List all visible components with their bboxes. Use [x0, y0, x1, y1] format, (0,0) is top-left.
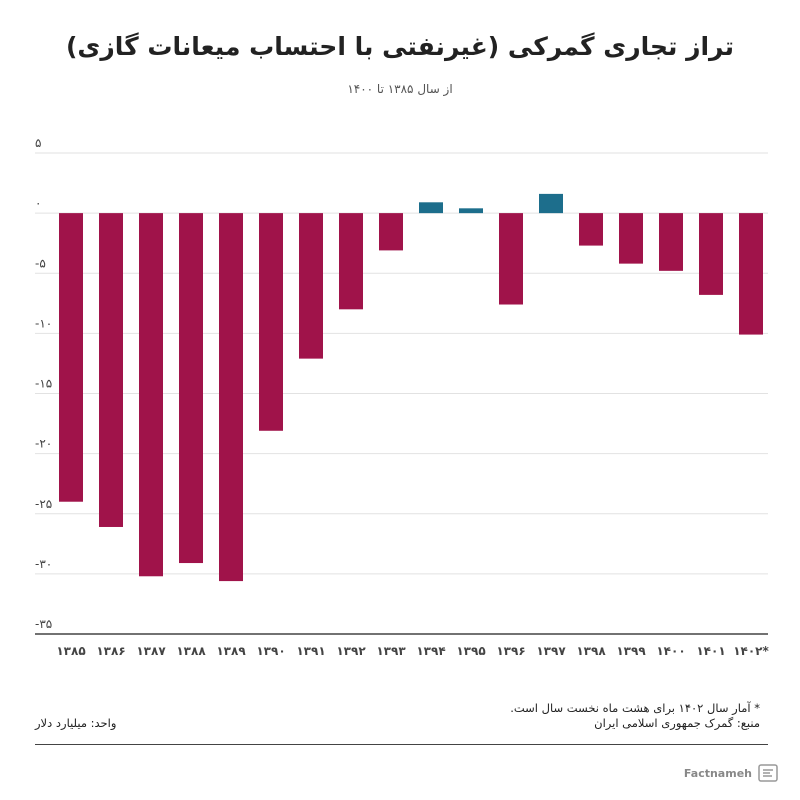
y-tick-label: -۱۰ [35, 316, 52, 330]
bar [579, 213, 603, 246]
bar [699, 213, 723, 295]
x-tick-label: ۱۳۹۵ [456, 644, 485, 658]
y-tick-label: -۲۵ [35, 497, 52, 511]
bar [419, 202, 443, 214]
chart-title: تراز تجاری گمرکی (غیرنفتی با احتساب میعا… [66, 32, 734, 61]
brand-name: Factnameh [683, 766, 752, 780]
x-tick-label: ۱۴۰۱ [696, 644, 725, 658]
bar [99, 213, 123, 527]
y-tick-label: -۲۰ [35, 437, 52, 451]
x-tick-label: ۱۳۸۹ [216, 644, 246, 658]
y-tick-label: -۳۵ [35, 617, 52, 631]
x-tick-label: ۱۴۰۰ [656, 644, 685, 658]
x-tick-label: ۱۳۹۲ [336, 644, 366, 658]
x-tick-label: ۱۳۹۷ [536, 644, 566, 658]
y-tick-label: ۰ [35, 196, 41, 210]
x-tick-labels: ۱۳۸۵ ۱۳۸۶ ۱۳۸۷ ۱۳۸۸ ۱۳۸۹ ۱۳۹۰ ۱۳۹۱ ۱۳۹۲ ۱۳۹۳ ۱۳۹۴… [56, 644, 769, 658]
y-tick-label: -۵ [35, 256, 46, 270]
footnote: * آمار سال ۱۴۰۲ برای هشت ماه نخست سال اس… [510, 701, 760, 715]
x-tick-label: ۱۳۹۱ [296, 644, 325, 658]
x-tick-label: ۱۴۰۲* [733, 644, 769, 658]
bar [659, 213, 683, 271]
bar [619, 213, 643, 264]
brand: Factnameh [684, 764, 778, 782]
chart-subtitle: از سال ۱۳۸۵ تا ۱۴۰۰ [347, 82, 453, 96]
x-tick-label: ۱۳۹۴ [416, 644, 445, 658]
bar [139, 213, 163, 577]
x-tick-label: ۱۳۸۸ [176, 644, 206, 658]
x-tick-label: ۱۳۹۳ [376, 644, 406, 658]
x-tick-label: ۱۳۹۶ [496, 644, 525, 658]
bar [259, 213, 283, 431]
y-tick-label: -۱۵ [35, 377, 52, 391]
bar [339, 213, 363, 310]
x-tick-label: ۱۳۸۶ [96, 644, 125, 658]
bar [539, 193, 563, 214]
y-tick-labels: ۵ ۰ -۵ -۱۰ -۱۵ -۲۰ -۲۵ -۳۰ -۳۵ [35, 136, 52, 631]
x-tick-label: ۱۳۹۹ [616, 644, 646, 658]
bar [299, 213, 323, 359]
x-tick-label: ۱۳۹۰ [256, 644, 285, 658]
bar [379, 213, 403, 251]
x-tick-label: ۱۳۸۵ [56, 644, 85, 658]
bar [219, 213, 243, 582]
bar [459, 208, 483, 214]
x-tick-label: ۱۳۹۸ [576, 644, 606, 658]
bar [739, 213, 763, 335]
footer-divider [35, 744, 768, 745]
factnameh-logo-icon [758, 764, 778, 782]
bar [59, 213, 83, 502]
unit-note: واحد: میلیارد دلار [35, 716, 117, 730]
source-note: منبع: گمرک جمهوری اسلامی ایران [594, 716, 760, 730]
bar [179, 213, 203, 564]
y-tick-label: ۵ [35, 136, 41, 150]
bar [499, 213, 523, 305]
bars [59, 193, 763, 582]
y-tick-label: -۳۰ [35, 557, 52, 571]
x-tick-label: ۱۳۸۷ [136, 644, 166, 658]
